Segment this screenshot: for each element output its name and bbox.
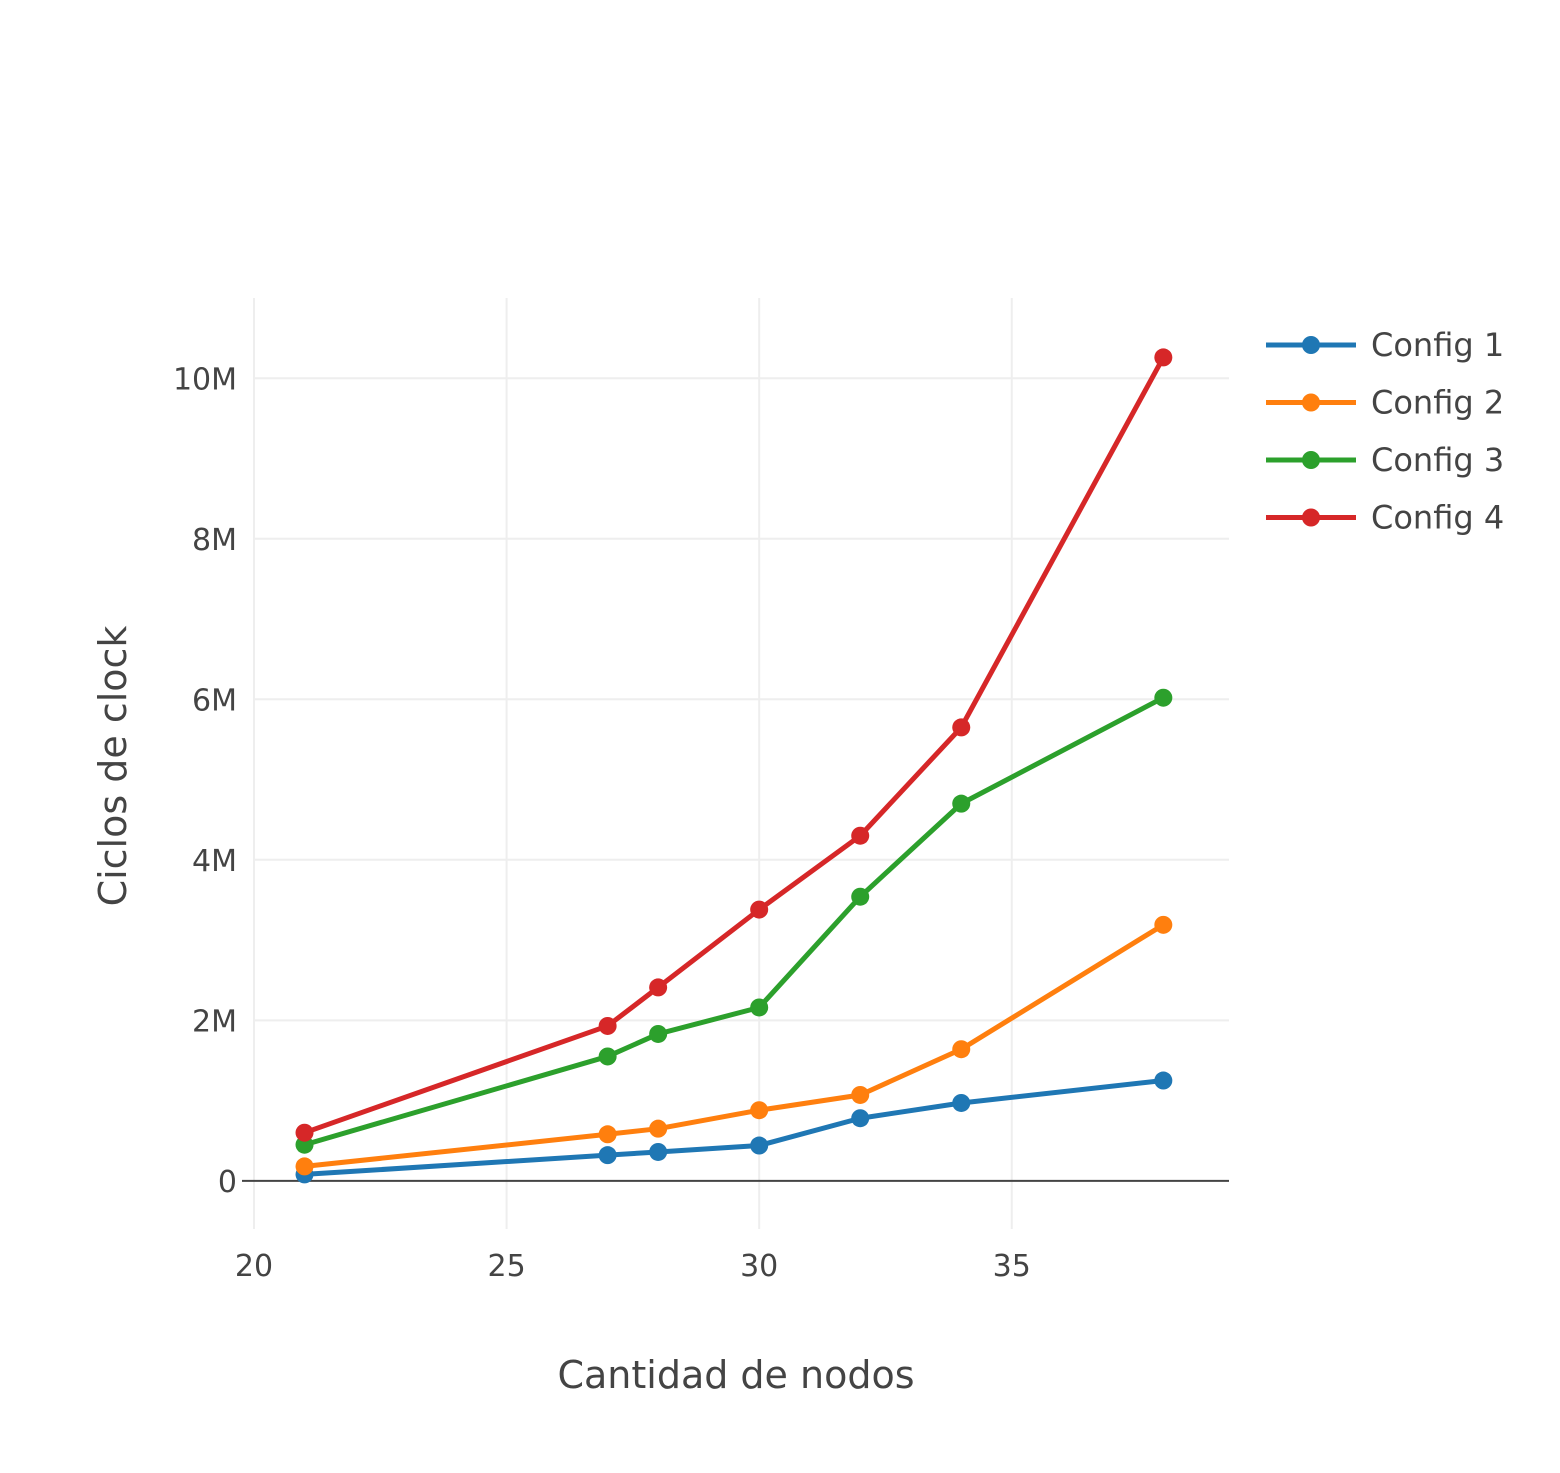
series-layer [295,348,1173,1184]
x-tick-label: 20 [235,1249,273,1284]
legend-item[interactable]: Config 3 [1266,441,1504,479]
grid-layer [253,298,1229,1229]
x-tick-label: 35 [993,1249,1031,1284]
legend-swatch-marker [1302,508,1320,527]
x-axis-title: Cantidad de nodos [557,1353,914,1397]
data-point [649,1119,668,1138]
series-line [304,922,1165,1169]
y-tick-label: 10M [173,362,237,397]
x-tick-label: 30 [740,1249,778,1284]
data-point [295,1123,314,1142]
data-point [598,1016,617,1035]
legend-label: Config 3 [1371,441,1504,479]
axis-layer: 20 25 30 35 0 2M 4M 6M 8M 10M [173,362,1229,1284]
series-line [304,1078,1164,1177]
y-tick-label: 4M [192,844,237,879]
data-point [1154,348,1173,367]
data-point [851,1085,870,1104]
data-point [952,794,971,813]
data-point [1154,915,1173,934]
data-point [750,998,769,1017]
data-point [851,1109,870,1128]
y-tick-label: 0 [218,1165,237,1200]
data-point [598,1146,617,1165]
x-tick-label: 25 [487,1249,525,1284]
y-tick-label: 2M [192,1004,237,1039]
series-line [303,695,1165,1148]
data-point [649,978,668,997]
data-point [952,718,971,737]
data-point [750,1136,769,1155]
data-point [295,1157,314,1176]
data-point [851,826,870,845]
legend-swatch-marker [1302,451,1320,469]
data-point [598,1047,617,1066]
legend-item[interactable]: Config 2 [1266,384,1504,422]
legend-item[interactable]: Config 4 [1266,499,1504,537]
data-point [1154,1071,1173,1090]
legend-label: Config 4 [1371,499,1504,537]
data-point [952,1040,971,1059]
legend-swatch-marker [1302,336,1320,354]
data-point [851,887,870,906]
legend-swatch-marker [1302,393,1320,412]
data-point [649,1142,668,1161]
data-point [598,1125,617,1144]
legend-label: Config 2 [1371,384,1504,422]
data-point [1154,688,1173,707]
legend-label: Config 1 [1371,326,1504,364]
y-tick-label: 6M [192,683,237,718]
y-axis-title: Ciclos de clock [91,626,135,907]
data-point [952,1093,971,1112]
data-point [750,1101,769,1120]
y-tick-label: 8M [192,523,237,558]
data-point [750,900,769,919]
data-point [649,1024,668,1043]
legend-item[interactable]: Config 1 [1266,326,1504,364]
legend: Config 1 Config 2 Config 3 Config 4 [1266,326,1504,537]
